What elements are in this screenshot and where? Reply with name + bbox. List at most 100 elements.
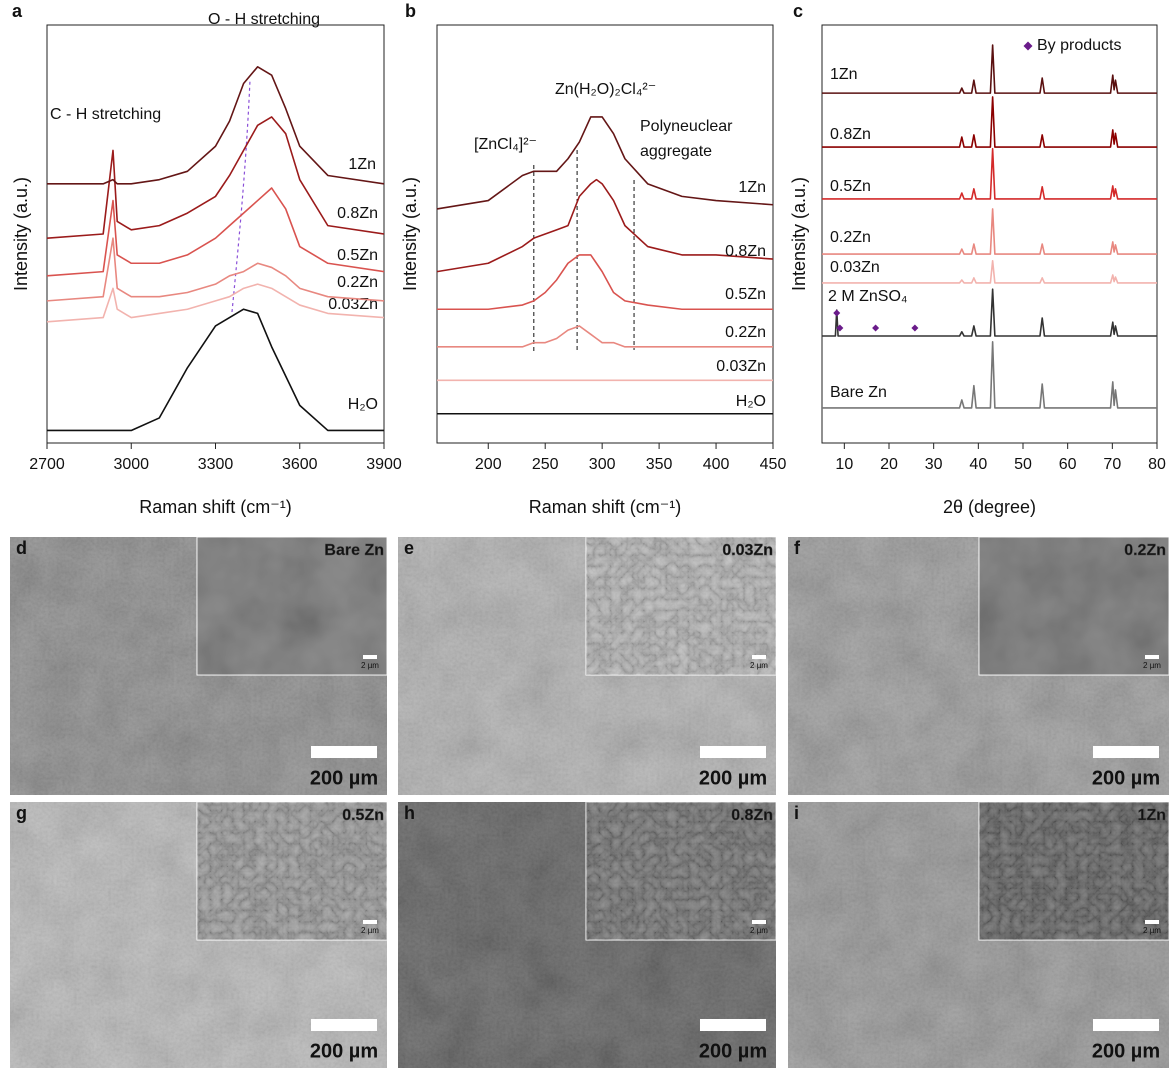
inset-label: 0.5Zn [342,807,384,824]
inset-texture [586,537,776,675]
spectrum-line [46,187,385,277]
x-tick-label: 3300 [198,456,234,473]
inset-scale-text: 2 µm [750,926,768,935]
byproduct-marker [833,309,841,317]
series-label: H₂O [736,393,766,410]
spectrum-line [46,283,385,323]
spectrum-line [436,116,774,210]
series-label: 0.8Zn [830,126,871,143]
series-label: 0.2Zn [830,229,871,246]
panel-letter: a [12,1,23,21]
sem-panel: g 0.5Zn 2 µm 200 µm [10,801,388,1068]
spectrum-line [437,325,773,348]
inset-label: 1Zn [1138,807,1166,824]
series-label: 1Zn [738,179,766,196]
inset-scale-text: 2 µm [750,661,768,670]
scale-bar [311,1019,377,1031]
panel-letter: d [16,538,27,558]
x-tick-label: 250 [532,456,559,473]
scale-bar [700,1019,766,1031]
legend-label: By products [1037,37,1121,54]
sem-panel: i 1Zn 2 µm 200 µm [788,801,1169,1068]
inset-scale-text: 2 µm [361,926,379,935]
inset-scale-text: 2 µm [361,661,379,670]
x-tick-label: 2700 [29,456,65,473]
series-label: 0.5Zn [830,178,871,195]
scale-bar-text: 200 µm [310,767,378,789]
scale-bar [1093,1019,1159,1031]
spectrum-line [46,116,385,239]
y-axis-label: Intensity (a.u.) [789,177,809,291]
series-label: Bare Zn [830,384,887,401]
inset-scale-bar [1145,655,1159,659]
panel-letter: h [404,803,415,823]
annotation: C - H stretching [50,106,161,123]
series-label: H₂O [348,396,378,413]
series-label: 0.03Zn [830,259,880,276]
scale-bar-text: 200 µm [1092,767,1160,789]
scale-bar-text: 200 µm [699,767,767,789]
panel-letter: c [793,1,803,21]
inset-label: 0.2Zn [1124,542,1166,559]
series-label: 0.5Zn [337,247,378,264]
inset-label: Bare Zn [324,542,384,559]
y-axis-label: Intensity (a.u.) [400,177,420,291]
x-tick-label: 50 [1014,456,1032,473]
annotation: O - H stretching [208,11,320,28]
series-label: 1Zn [830,66,858,83]
inset-texture [979,802,1169,940]
x-tick-label: 20 [880,456,898,473]
x-tick-label: 3000 [113,456,149,473]
x-tick-label: 80 [1148,456,1166,473]
x-tick-label: 60 [1059,456,1077,473]
scale-bar [1093,746,1159,758]
spectrum-line [436,178,774,273]
x-tick-label: 30 [925,456,943,473]
panel-letter: i [794,803,799,823]
peak-shift-guide [231,79,251,313]
x-tick-label: 40 [969,456,987,473]
annotation: Zn(H₂O)₂Cl₄²⁻ [555,81,656,98]
x-tick-label: 300 [589,456,616,473]
x-tick-label: 3600 [282,456,318,473]
x-tick-label: 450 [760,456,787,473]
byproduct-marker [911,324,919,332]
inset-texture [197,537,387,675]
spectrum-line [822,44,1157,94]
panel-letter: b [405,1,416,21]
sem-panel: h 0.8Zn 2 µm 200 µm [398,801,777,1068]
annotation: aggregate [640,143,712,160]
inset-scale-bar [363,655,377,659]
spectrum-line [822,147,1157,200]
series-label: 0.03Zn [328,296,378,313]
inset-scale-bar [1145,920,1159,924]
legend-marker [1023,41,1033,51]
panel-letter: e [404,538,414,558]
inset-scale-bar [363,920,377,924]
byproduct-marker [872,324,880,332]
scale-bar [700,746,766,758]
series-label: 0.03Zn [716,358,766,375]
inset-texture [586,802,776,940]
inset-texture [979,537,1169,675]
series-label: 1Zn [348,156,376,173]
series-label: 0.2Zn [725,324,766,341]
spectrum-line [822,341,1157,409]
series-label: 0.2Zn [337,274,378,291]
annotation: [ZnCl₄]²⁻ [474,136,537,153]
spectrum-line [822,259,1157,284]
spectrum-line [822,288,1157,337]
x-axis-label: 2θ (degree) [943,497,1036,517]
panel-letter: f [794,538,801,558]
inset-label: 0.03Zn [722,542,773,559]
annotation: Polyneuclear [640,118,733,135]
scale-bar-text: 200 µm [1092,1040,1160,1062]
panel-letter: g [16,803,27,823]
x-axis-label: Raman shift (cm⁻¹) [139,497,292,517]
spectrum-line [437,254,773,311]
x-tick-label: 10 [835,456,853,473]
inset-label: 0.8Zn [731,807,773,824]
x-tick-label: 200 [475,456,502,473]
